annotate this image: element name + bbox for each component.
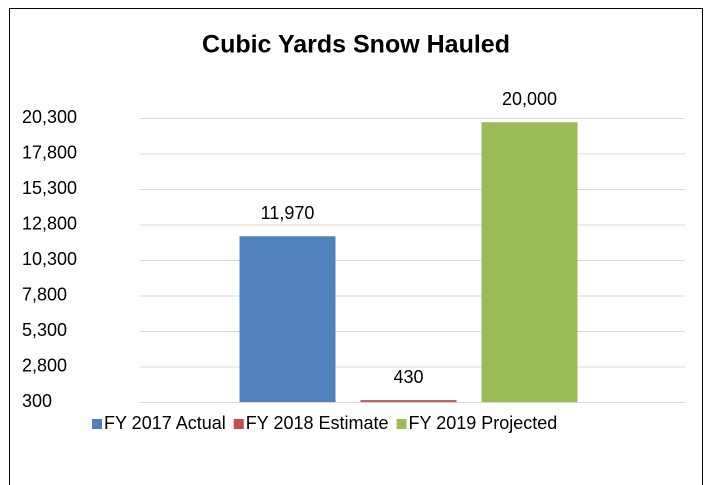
legend-label: FY 2017 Actual	[104, 413, 226, 433]
y-tick-label: 5,300	[22, 320, 67, 340]
bar	[360, 400, 457, 402]
bar	[481, 122, 578, 402]
data-label: 11,970	[261, 203, 315, 223]
legend-swatch	[92, 419, 102, 429]
y-tick-label: 7,800	[22, 284, 67, 304]
legend-label: FY 2018 Estimate	[246, 413, 389, 433]
chart-title: Cubic Yards Snow Hauled	[202, 31, 510, 59]
y-tick-label: 300	[22, 391, 52, 411]
y-tick-label: 10,300	[22, 249, 77, 269]
legend-swatch	[233, 419, 244, 429]
bar	[239, 236, 336, 402]
data-label: 20,000	[502, 89, 557, 109]
y-tick-label: 12,800	[22, 213, 77, 233]
legend-swatch	[396, 419, 407, 429]
y-tick-label: 2,800	[22, 355, 67, 375]
data-label: 430	[393, 367, 423, 387]
y-tick-label: 17,800	[22, 142, 77, 162]
chart-border	[9, 8, 703, 485]
y-tick-label: 15,300	[22, 178, 77, 198]
legend-label: FY 2019 Projected	[409, 413, 558, 433]
y-tick-label: 20,300	[22, 107, 77, 127]
